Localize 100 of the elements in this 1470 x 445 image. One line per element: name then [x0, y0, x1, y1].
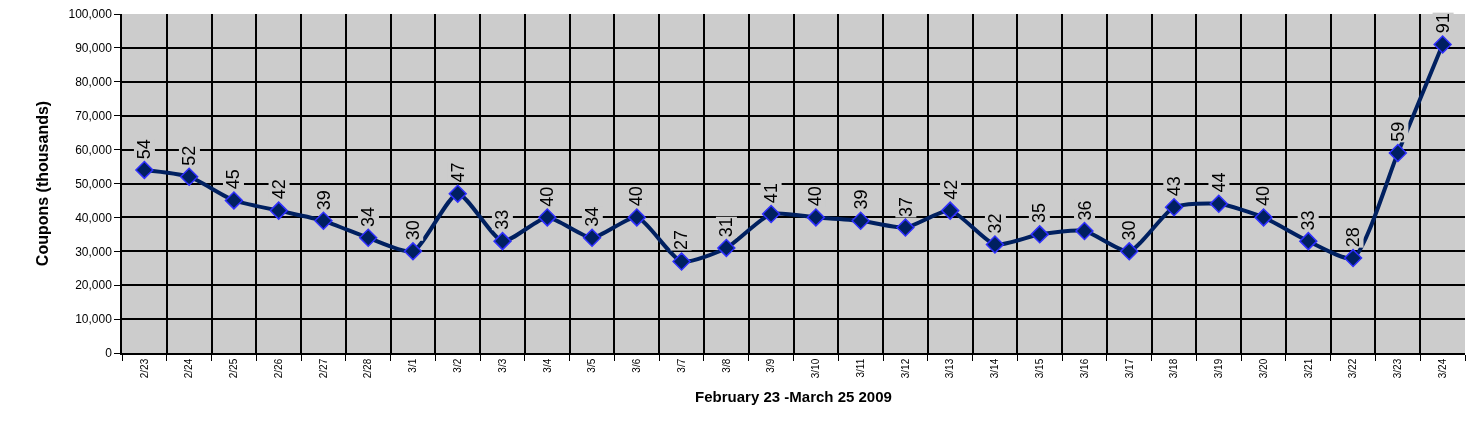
x-tick-label: 3/10	[810, 358, 822, 379]
y-tick-label: 90,000	[75, 41, 113, 56]
annotation: 45	[223, 169, 244, 190]
x-tick-label: 2/27	[317, 358, 329, 379]
point	[448, 184, 467, 203]
point	[1433, 35, 1452, 54]
point	[179, 167, 199, 186]
x-tick-label: 3/3	[496, 358, 508, 373]
x-tick-label: 3/18	[1168, 358, 1180, 379]
annotation: 52	[179, 145, 200, 166]
point	[851, 211, 870, 230]
x-tick-label: 3/19	[1213, 358, 1225, 379]
x-tick-label: 2/26	[272, 358, 284, 379]
annotation: 59	[1387, 121, 1408, 142]
x-tick-label: 2/25	[228, 358, 240, 379]
x-tick-label: 3/7	[675, 358, 687, 373]
y-tick-label: 10,000	[75, 312, 113, 327]
y-tick-label: 100,000	[68, 7, 113, 22]
x-tick-label: 3/24	[1436, 358, 1448, 379]
point	[1209, 194, 1228, 214]
point	[135, 160, 154, 180]
point	[1343, 248, 1363, 268]
point	[1075, 221, 1094, 241]
annotation: 32	[985, 213, 1006, 234]
annotation: 35	[1029, 203, 1050, 224]
point	[538, 208, 557, 227]
annotation: 30	[1118, 220, 1139, 241]
annotation: 30	[402, 220, 423, 241]
annotation: 40	[1253, 185, 1274, 206]
annotation: 42	[269, 179, 290, 200]
annotation: 91	[1433, 13, 1454, 34]
point	[1030, 225, 1049, 244]
x-tick-label: 3/17	[1123, 358, 1135, 379]
point	[896, 218, 915, 237]
point	[985, 235, 1005, 254]
annotation: 44	[1208, 172, 1229, 193]
x-tick-label: 3/13	[944, 358, 956, 379]
x-tick-label: 3/11	[854, 358, 866, 378]
annotation: 40	[626, 186, 647, 207]
annotation: 39	[850, 189, 871, 210]
annotation: 39	[313, 190, 334, 211]
x-tick-label: 3/12	[899, 358, 911, 379]
annotation: 33	[1298, 210, 1319, 231]
annotation: 47	[448, 162, 469, 183]
y-tick-label: 40,000	[75, 210, 113, 225]
point	[403, 242, 423, 261]
x-tick-label: 2/23	[138, 358, 150, 379]
y-tick-label: 50,000	[75, 176, 113, 191]
x-tick-label: 3/21	[1302, 358, 1314, 379]
point	[224, 191, 244, 210]
x-tick-label: 2/24	[183, 358, 195, 379]
x-tick-label: 3/14	[989, 358, 1001, 379]
y-tick-label: 60,000	[75, 142, 113, 157]
x-tick-label: 3/9	[765, 358, 777, 373]
annotation: 33	[492, 209, 513, 230]
annotation: 40	[536, 186, 557, 207]
point	[717, 238, 736, 258]
x-tick-label: 3/16	[1078, 358, 1090, 379]
x-tick-label: 3/2	[452, 358, 463, 373]
x-tick-label: 3/20	[1257, 358, 1269, 379]
x-tick-label: 3/22	[1347, 358, 1359, 379]
point	[1388, 143, 1408, 163]
point	[761, 204, 781, 224]
point	[1254, 208, 1273, 227]
point	[940, 201, 960, 220]
annotation: 28	[1343, 227, 1363, 248]
x-tick-label: 3/15	[1033, 358, 1045, 379]
y-tick-label: 30,000	[75, 244, 113, 259]
point	[672, 252, 691, 271]
annotation: 54	[134, 139, 155, 160]
annotation: 34	[358, 206, 379, 227]
point	[359, 228, 378, 247]
annotation: 37	[895, 196, 916, 217]
x-tick-label: 3/8	[720, 358, 732, 373]
annotation: 43	[1163, 176, 1184, 197]
point	[582, 228, 602, 247]
x-tick-label: 3/5	[586, 358, 598, 373]
x-axis-title: February 23 -March 25 2009	[695, 387, 892, 405]
x-tick-label: 3/4	[541, 358, 553, 373]
x-tick-label: 3/1	[407, 358, 419, 373]
point	[269, 201, 288, 220]
x-tick-label: 3/6	[631, 358, 643, 373]
annotation: 36	[1074, 200, 1095, 221]
point	[806, 208, 826, 227]
point	[1120, 242, 1139, 261]
y-tick-label: 0	[105, 346, 113, 361]
point	[493, 231, 512, 251]
y-tick-label: 20,000	[75, 278, 113, 293]
point	[314, 211, 333, 230]
annotation: 27	[671, 230, 692, 251]
annotation: 41	[761, 183, 782, 204]
y-tick-label: 70,000	[75, 108, 113, 123]
point	[1164, 198, 1184, 217]
y-axis-title: Coupons (thousands)	[33, 100, 51, 267]
x-tick-label: 2/28	[362, 358, 374, 379]
annotation: 31	[716, 217, 737, 238]
x-tick-label: 3/23	[1392, 358, 1404, 379]
point	[1299, 231, 1318, 251]
y-tick-label: 80,000	[75, 75, 113, 89]
annotation: 40	[805, 186, 826, 207]
